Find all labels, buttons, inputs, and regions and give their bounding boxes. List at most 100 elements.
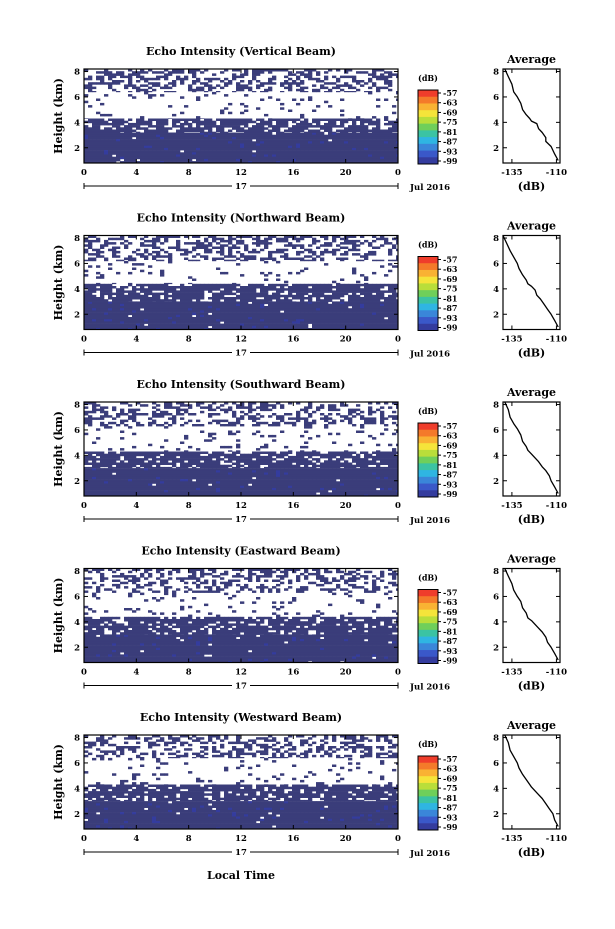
heatmap-cell: [184, 161, 189, 164]
heatmap-cell: [372, 235, 377, 238]
heatmap-cell: [304, 319, 309, 322]
heatmap-cell: [292, 325, 297, 329]
heatmap-cell: [348, 301, 353, 302]
heatmap-cell: [308, 483, 313, 486]
heatmap-cell: [120, 474, 125, 478]
heatmap-cell: [204, 239, 209, 243]
heatmap-cell: [148, 150, 153, 153]
heatmap-cell: [160, 235, 165, 238]
heatmap-cell: [356, 150, 361, 153]
heatmap-cell: [304, 134, 309, 138]
heatmap-cell: [152, 134, 157, 138]
heatmap-cell: [364, 82, 369, 85]
heatmap-cell: [260, 131, 265, 133]
heatmap-cell: [364, 288, 369, 291]
heatmap-cell: [260, 485, 265, 489]
heatmap-cell: [248, 235, 253, 238]
heatmap-cell: [292, 82, 297, 85]
heatmap-cell: [308, 255, 313, 258]
heatmap-cell: [392, 306, 397, 309]
heatmap-cell: [360, 483, 365, 486]
heatmap-cell: [220, 479, 225, 482]
heatmap-cell: [332, 118, 337, 121]
heatmap-cell: [308, 125, 313, 128]
heatmap-cell: [356, 118, 361, 121]
heatmap-cell: [84, 118, 89, 119]
heatmap-cell: [84, 301, 89, 302]
heatmap-cell: [212, 474, 217, 478]
heatmap-cell: [212, 481, 217, 484]
heatmap-cell: [352, 286, 357, 289]
heatmap-cell: [168, 288, 173, 291]
heatmap-cell: [192, 154, 197, 157]
heatmap-cell: [216, 476, 221, 480]
heatmap-cell: [176, 312, 181, 316]
heatmap-cell: [196, 308, 201, 311]
heatmap-cell: [360, 306, 365, 309]
heatmap-cell: [348, 147, 353, 151]
heatmap-cell: [364, 308, 369, 311]
heatmap-cell: [100, 286, 105, 289]
heatmap-cell: [300, 472, 305, 475]
heatmap-cell: [164, 299, 169, 302]
heatmap-cell: [144, 139, 149, 142]
heatmap-cell: [160, 483, 165, 486]
heatmap-cell: [300, 86, 305, 90]
heatmap-cell: [284, 468, 289, 471]
heatmap-cell: [192, 485, 197, 489]
heatmap-cell: [220, 283, 225, 287]
heatmap-cell: [180, 314, 185, 318]
heatmap-cell: [248, 328, 253, 330]
heatmap-cell: [88, 105, 93, 108]
heatmap-cell: [304, 297, 309, 300]
heatmap-cell: [380, 314, 385, 318]
heatmap-cell: [256, 472, 261, 475]
heatmap-cell: [96, 152, 101, 155]
heatmap-cell: [148, 139, 153, 142]
heatmap-cell: [300, 98, 305, 101]
heatmap-cell: [328, 301, 333, 302]
heatmap-cell: [184, 141, 189, 144]
heatmap-cell: [328, 294, 333, 298]
heatmap-cell: [200, 122, 205, 126]
heatmap-cell: [196, 242, 201, 245]
heatmap-cell: [372, 246, 377, 249]
heatmap-cell: [200, 474, 205, 478]
heatmap-cell: [168, 468, 173, 471]
heatmap-cell: [364, 132, 369, 135]
heatmap-cell: [312, 69, 317, 72]
heatmap-cell: [240, 470, 245, 473]
heatmap-cell: [144, 310, 149, 313]
heatmap-cell: [100, 312, 105, 316]
heatmap-cell: [168, 118, 173, 119]
heatmap-cell: [380, 134, 385, 138]
heatmap-cell: [188, 328, 193, 330]
heatmap-cell: [104, 131, 109, 133]
heatmap-cell: [188, 250, 193, 254]
colorbar-tick-label: -75: [443, 117, 457, 127]
heatmap-cell: [180, 118, 185, 121]
heatmap-cell: [204, 308, 209, 311]
heatmap-cell: [84, 139, 89, 142]
heatmap-cell: [152, 310, 157, 313]
heatmap-cell: [332, 470, 337, 473]
heatmap-cell: [256, 468, 261, 471]
heatmap-cell: [232, 292, 237, 296]
heatmap-cell: [368, 136, 373, 140]
heatmap-cell: [260, 479, 265, 482]
heatmap-cell: [164, 250, 169, 254]
heatmap-cell: [192, 143, 197, 146]
heatmap-cell: [360, 147, 365, 151]
heatmap-cell: [164, 472, 169, 475]
heatmap-cell: [312, 319, 317, 322]
heatmap-cell: [128, 257, 133, 260]
heatmap-cell: [248, 310, 253, 313]
heatmap-cell: [184, 253, 189, 256]
heatmap-cell: [108, 129, 113, 132]
heatmap-cell: [192, 290, 197, 293]
heatmap-cell: [168, 143, 173, 146]
heatmap-cell: [256, 476, 261, 480]
heatmap-cell: [244, 143, 249, 146]
heatmap-cell: [308, 485, 313, 489]
heatmap-cell: [220, 244, 225, 247]
